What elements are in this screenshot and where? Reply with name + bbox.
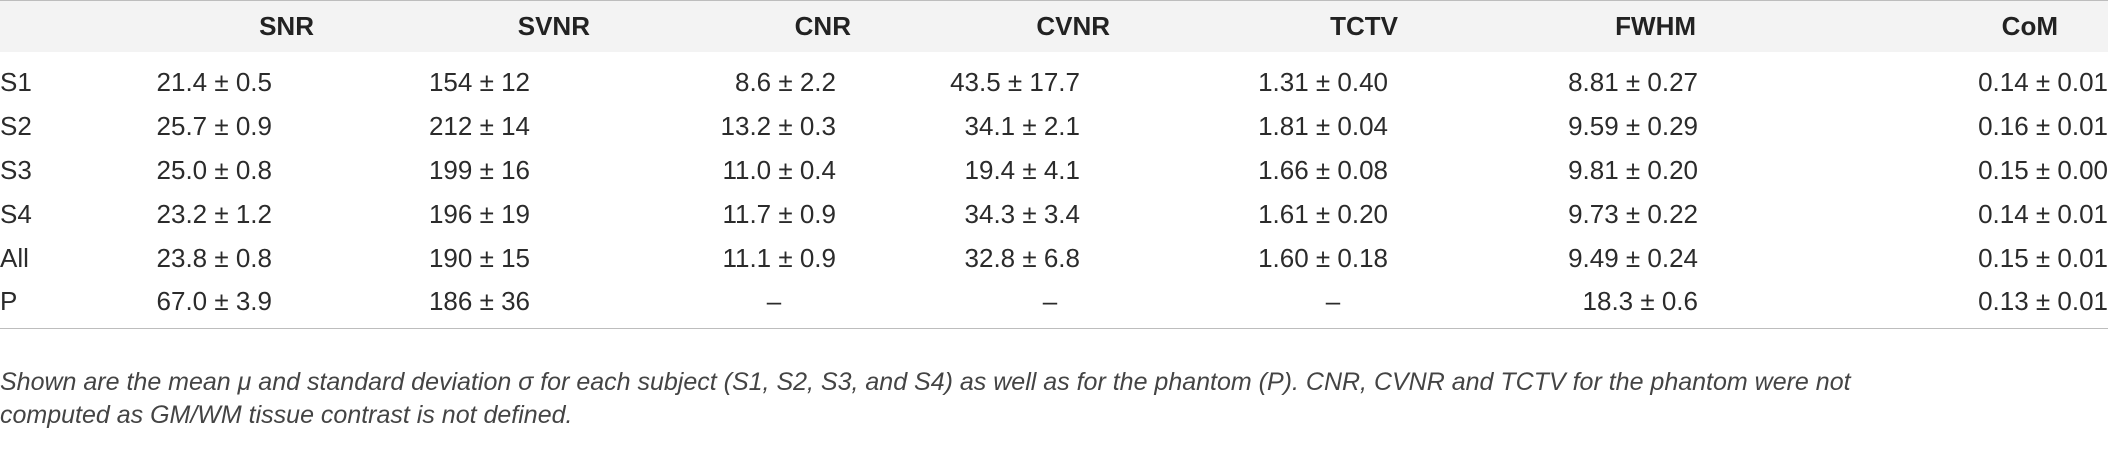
caption-line-1: Shown are the mean μ and standard deviat… (0, 368, 1851, 396)
table-cell: 199 ± 16 (428, 154, 530, 185)
header-cell-com: CoM (2001, 10, 2058, 41)
table-row: S1 21.4 ± 0.5 154 ± 12 8.6 ± 2.2 43.5 ± 17.7… (0, 52, 2108, 104)
header-cell-cvnr: CVNR (1036, 10, 1110, 41)
row-label: P (0, 285, 18, 316)
table-cell: 11.1 ± 0.9 (722, 242, 836, 273)
table-cell: 196 ± 19 (428, 198, 530, 229)
top-rule (0, 0, 2108, 1)
caption-line-2: computed as GM/WM tissue contrast is not… (0, 401, 573, 429)
table-row: P 67.0 ± 3.9 186 ± 36 – – – 18.3 ± 0.6 0.13 ± 0… (0, 280, 2108, 324)
table-cell: 13.2 ± 0.3 (720, 110, 836, 141)
table-cell: 34.3 ± 3.4 (964, 198, 1080, 229)
table-cell: 1.31 ± 0.40 (1258, 66, 1388, 97)
table-row: All 23.8 ± 0.8 190 ± 15 11.1 ± 0.9 32.8 ± 6.… (0, 236, 2108, 280)
table-body: S1 21.4 ± 0.5 154 ± 12 8.6 ± 2.2 43.5 ± 17.7… (0, 52, 2108, 324)
row-label: S4 (0, 198, 32, 229)
header-row: SNR SVNR CNR CVNR TCTV FWHM CoM (0, 0, 2108, 52)
table-cell: 190 ± 15 (428, 242, 530, 273)
table-cell: 23.2 ± 1.2 (156, 198, 272, 229)
table-cell: 0.14 ± 0.01 (1978, 198, 2108, 229)
table-cell: 186 ± 36 (428, 285, 530, 316)
table-cell: 0.15 ± 0.01 (1978, 242, 2108, 273)
table-cell: 1.66 ± 0.08 (1258, 154, 1388, 185)
table-cell: 0.13 ± 0.01 (1978, 285, 2108, 316)
table-cell: 9.59 ± 0.29 (1568, 110, 1698, 141)
table-cell: 8.81 ± 0.27 (1568, 66, 1698, 97)
table-cell: 154 ± 12 (428, 66, 530, 97)
table-cell: – (1042, 285, 1058, 316)
table-cell: 1.61 ± 0.20 (1258, 198, 1388, 229)
table-cell: 21.4 ± 0.5 (156, 66, 272, 97)
table-cell: 0.15 ± 0.00 (1978, 154, 2108, 185)
table-cell: 32.8 ± 6.8 (964, 242, 1080, 273)
table-cell: 0.16 ± 0.01 (1978, 110, 2108, 141)
bottom-rule (0, 328, 2108, 329)
table-cell: 25.0 ± 0.8 (156, 154, 272, 185)
table-cell: 19.4 ± 4.1 (964, 154, 1080, 185)
header-cell-tctv: TCTV (1330, 10, 1398, 41)
table-cell: 9.49 ± 0.24 (1568, 242, 1698, 273)
table-cell: 67.0 ± 3.9 (156, 285, 272, 316)
header-cell-svnr: SVNR (517, 10, 590, 41)
row-label: S3 (0, 154, 32, 185)
row-label: All (0, 242, 29, 273)
table-cell: 212 ± 14 (428, 110, 530, 141)
table-cell: 25.7 ± 0.9 (156, 110, 272, 141)
header-cell-fwhm: FWHM (1615, 10, 1696, 41)
table-row: S2 25.7 ± 0.9 212 ± 14 13.2 ± 0.3 34.1 ± 2.1… (0, 104, 2108, 148)
header-cell-snr: SNR (259, 10, 314, 41)
table-cell: 34.1 ± 2.1 (964, 110, 1080, 141)
table-cell: 18.3 ± 0.6 (1582, 285, 1698, 316)
table-cell: 1.60 ± 0.18 (1258, 242, 1388, 273)
table-header: SNR SVNR CNR CVNR TCTV FWHM CoM (0, 0, 2108, 52)
header-cell-cnr: CNR (794, 10, 851, 41)
table-cell: 43.5 ± 17.7 (950, 66, 1080, 97)
header-cell-empty (0, 0, 110, 52)
table-cell: 1.81 ± 0.04 (1258, 110, 1388, 141)
table-cell: 23.8 ± 0.8 (156, 242, 272, 273)
table-cell: 11.0 ± 0.4 (722, 154, 836, 185)
table-cell: 11.7 ± 0.9 (722, 198, 836, 229)
row-label: S2 (0, 110, 32, 141)
table-cell: 9.81 ± 0.20 (1568, 154, 1698, 185)
row-label: S1 (0, 66, 32, 97)
table-cell: – (766, 285, 782, 316)
table-cell: – (1325, 285, 1341, 316)
table-caption: Shown are the mean μ and standard deviat… (0, 366, 2100, 432)
table-row: S4 23.2 ± 1.2 196 ± 19 11.7 ± 0.9 34.3 ± 3.4… (0, 192, 2108, 236)
table-cell: 9.73 ± 0.22 (1568, 198, 1698, 229)
table-cell: 0.14 ± 0.01 (1978, 66, 2108, 97)
results-table: SNR SVNR CNR CVNR TCTV FWHM CoM S1 21.4 ±… (0, 0, 2108, 324)
table-row: S3 25.0 ± 0.8 199 ± 16 11.0 ± 0.4 19.4 ± 4.1… (0, 148, 2108, 192)
table-cell: 8.6 ± 2.2 (734, 66, 836, 97)
